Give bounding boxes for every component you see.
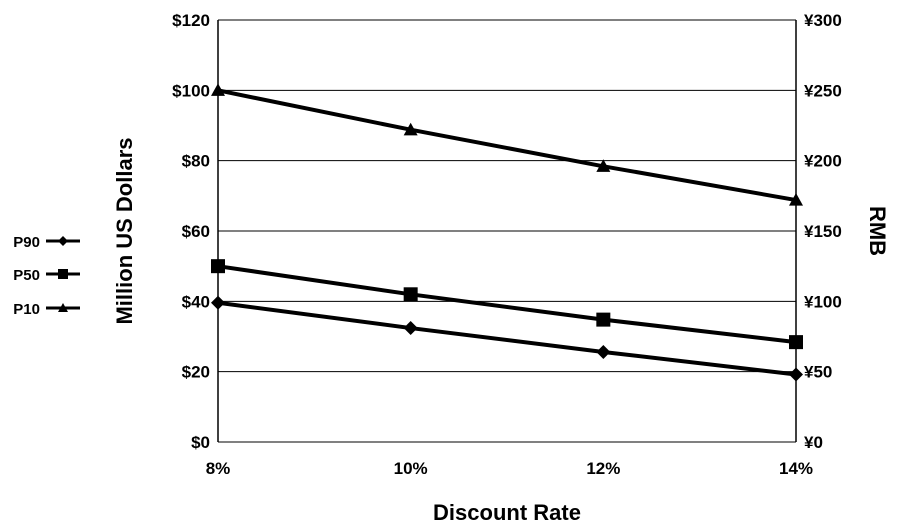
series-p50 — [211, 259, 803, 350]
left-y-tick-label: ¥200 — [804, 152, 842, 171]
data-point-marker — [789, 193, 803, 206]
right-y-tick-label: $80 — [182, 152, 210, 171]
left-y-tick-label: ¥100 — [804, 292, 842, 311]
data-point-marker — [403, 287, 418, 302]
data-point-marker — [211, 259, 225, 274]
right-y-tick-label: $0 — [191, 433, 210, 452]
legend-label: P90 — [13, 234, 40, 251]
data-point-marker — [403, 321, 418, 336]
legend-label: P10 — [13, 301, 40, 318]
legend-marker — [58, 236, 68, 246]
x-tick-label: 10% — [394, 459, 428, 478]
x-tick-label: 8% — [206, 459, 231, 478]
left-y-tick-label: ¥250 — [804, 81, 842, 100]
left-y-tick-label: ¥150 — [804, 222, 842, 241]
right-y-tick-label: $120 — [172, 11, 210, 30]
x-tick-label: 12% — [586, 459, 620, 478]
right-y-tick-label: $20 — [182, 363, 210, 382]
data-point-marker — [596, 344, 611, 359]
right-y-tick-label: $100 — [172, 81, 210, 100]
series-line — [217, 88, 797, 203]
left-y-tick-label: ¥0 — [804, 433, 823, 452]
left-y-tick-label: ¥300 — [804, 11, 842, 30]
x-axis-title: Discount Rate — [433, 500, 581, 525]
legend: P90 P50 P10 — [13, 234, 80, 318]
right-y-tick-label: $60 — [182, 222, 210, 241]
right-y-axis-title: Million US Dollars — [112, 137, 137, 324]
tick-labels: ¥0 $0 ¥50 $20 ¥100 $40 ¥150 $60 ¥200 $80 ¥250 $100 ¥… — [172, 11, 842, 478]
series-line — [217, 300, 797, 377]
legend-label: P50 — [13, 267, 40, 284]
mirrored-chart-group: ¥0 $0 ¥50 $20 ¥100 $40 ¥150 $60 ¥200 $80 ¥250 $100 ¥… — [13, 11, 890, 525]
legend-marker — [58, 303, 68, 312]
x-tick-label: 14% — [779, 459, 813, 478]
data-point-marker — [789, 367, 803, 382]
series-p90 — [211, 295, 803, 382]
right-y-tick-label: $40 — [182, 292, 210, 311]
series-p10 — [211, 83, 803, 206]
data-point-marker — [789, 335, 803, 350]
data-point-marker — [403, 122, 418, 136]
series-line — [217, 264, 797, 345]
grid-lines — [218, 19, 796, 443]
legend-marker — [58, 269, 68, 279]
data-point-marker — [211, 295, 225, 310]
data-point-marker — [596, 159, 611, 172]
left-y-tick-label: ¥50 — [804, 363, 832, 382]
left-y-axis-title: RMB — [865, 206, 890, 256]
data-point-marker — [211, 83, 225, 96]
series-group — [211, 83, 803, 382]
data-point-marker — [596, 312, 611, 327]
